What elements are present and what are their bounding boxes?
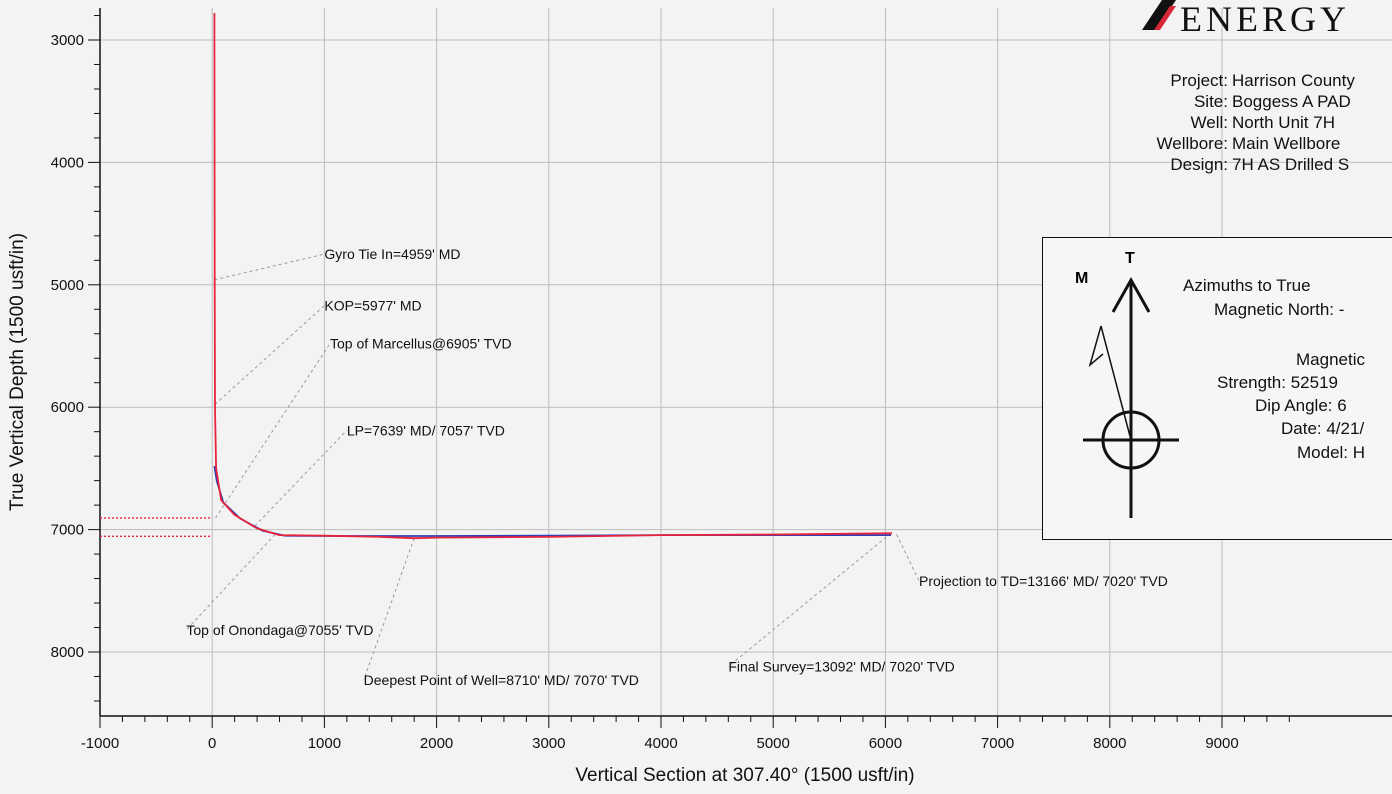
well-info-row: Wellbore: Main Wellbore: [1080, 133, 1392, 154]
annotation-label: Gyro Tie In=4959' MD: [324, 246, 460, 262]
north-arrow-icon: T M: [1075, 250, 1179, 518]
x-tick-label: 1000: [308, 735, 341, 752]
annotation-leader: [214, 253, 325, 281]
true-north-label: T: [1125, 250, 1135, 267]
x-tick-label: 3000: [532, 735, 565, 752]
well-paths: [213, 13, 893, 540]
well-info-row: Site: Boggess A PAD: [1080, 91, 1392, 112]
y-tick-label: 6000: [51, 399, 84, 416]
strength-text: Strength: 52519: [1217, 373, 1338, 392]
well-info-value: Harrison County: [1232, 71, 1355, 90]
annotation-label: LP=7639' MD/ 7057' TVD: [347, 422, 505, 438]
well-info-label: Wellbore:: [1156, 134, 1229, 153]
magnetic-field-text: Magnetic: [1296, 350, 1365, 369]
x-tick-label: 5000: [757, 735, 790, 752]
x-axis-title: Vertical Section at 307.40° (1500 usft/i…: [575, 765, 914, 786]
annotation-labels: Gyro Tie In=4959' MD KOP=5977' MD Top of M…: [186, 246, 1167, 688]
annotation-leader: [215, 343, 331, 519]
well-info-row: Well: North Unit 7H: [1080, 112, 1392, 133]
well-info-label: Well:: [1190, 113, 1228, 132]
annotation-label: Top of Onondaga@7055' TVD: [186, 622, 373, 638]
x-tick-label: 6000: [869, 735, 902, 752]
well-info-value: 7H AS Drilled S: [1232, 155, 1350, 174]
y-tick-label: 5000: [51, 277, 84, 294]
azimuths-text: Azimuths to True: [1183, 276, 1311, 295]
annotation-leader: [363, 538, 415, 681]
annotation-label: KOP=5977' MD: [324, 298, 421, 314]
y-tick-label: 3000: [51, 32, 84, 49]
well-info-label: Design:: [1170, 155, 1228, 174]
magnetic-north-text: Magnetic North: -: [1214, 300, 1345, 319]
annotation-leaders: [186, 253, 920, 681]
logo-mark-icon: [1142, 0, 1176, 30]
well-info-label: Site:: [1193, 92, 1228, 111]
logo-wordmark: ENERGY: [1180, 0, 1350, 39]
annotation-leader: [186, 534, 276, 631]
axes: -1000 0 1000 2000 3000 4000 5000 6000 7000 8000 90…: [7, 8, 1392, 786]
well-info-value: North Unit 7H: [1232, 113, 1335, 132]
model-text: Model: H: [1297, 443, 1366, 462]
x-tick-label: 4000: [644, 735, 677, 752]
well-info-row: Project: Harrison County: [1080, 70, 1392, 91]
y-tick-label: 4000: [51, 154, 84, 171]
x-tick-label: 9000: [1205, 735, 1238, 752]
annotation-label: Final Survey=13092' MD/ 7020' TVD: [728, 659, 954, 675]
x-tick-label: 7000: [981, 735, 1014, 752]
well-info-value: Boggess A PAD: [1232, 92, 1351, 111]
annotation-label: Projection to TD=13166' MD/ 7020' TVD: [919, 573, 1168, 589]
well-info-value: Main Wellbore: [1232, 134, 1341, 153]
x-tick-label: 2000: [420, 735, 453, 752]
annotation-leader: [728, 532, 892, 667]
y-tick-label: 7000: [51, 522, 84, 539]
series-line-as-drilled: [213, 13, 893, 540]
formation-markers: [100, 517, 213, 538]
series-line-plan: [213, 465, 891, 537]
x-tick-label: 0: [208, 735, 216, 752]
annotation-label: Deepest Point of Well=8710' MD/ 7070' TV…: [364, 672, 639, 688]
x-tick-label: -1000: [81, 735, 119, 752]
north-reference-box: T M Azimuths to True Magnetic North: - M…: [1042, 237, 1392, 540]
date-text: Date: 4/21/: [1281, 419, 1365, 438]
y-axis-title: True Vertical Depth (1500 usft/in): [7, 233, 28, 511]
x-tick-label: 8000: [1093, 735, 1126, 752]
annotation-leader: [896, 534, 920, 582]
y-tick-label: 8000: [51, 644, 84, 661]
annotation-leader: [214, 305, 325, 405]
annotation-leader: [254, 430, 348, 527]
dip-angle-text: Dip Angle: 6: [1255, 396, 1347, 415]
well-info-row: Design: 7H AS Drilled S: [1080, 154, 1392, 175]
magnetic-north-label: M: [1075, 270, 1088, 287]
annotation-label: Top of Marcellus@6905' TVD: [330, 335, 512, 351]
company-logo: ENERGY: [1140, 0, 1392, 40]
well-info-label: Project:: [1170, 71, 1228, 90]
well-info-block: Project: Harrison County Site: Boggess A PA…: [1080, 70, 1392, 175]
